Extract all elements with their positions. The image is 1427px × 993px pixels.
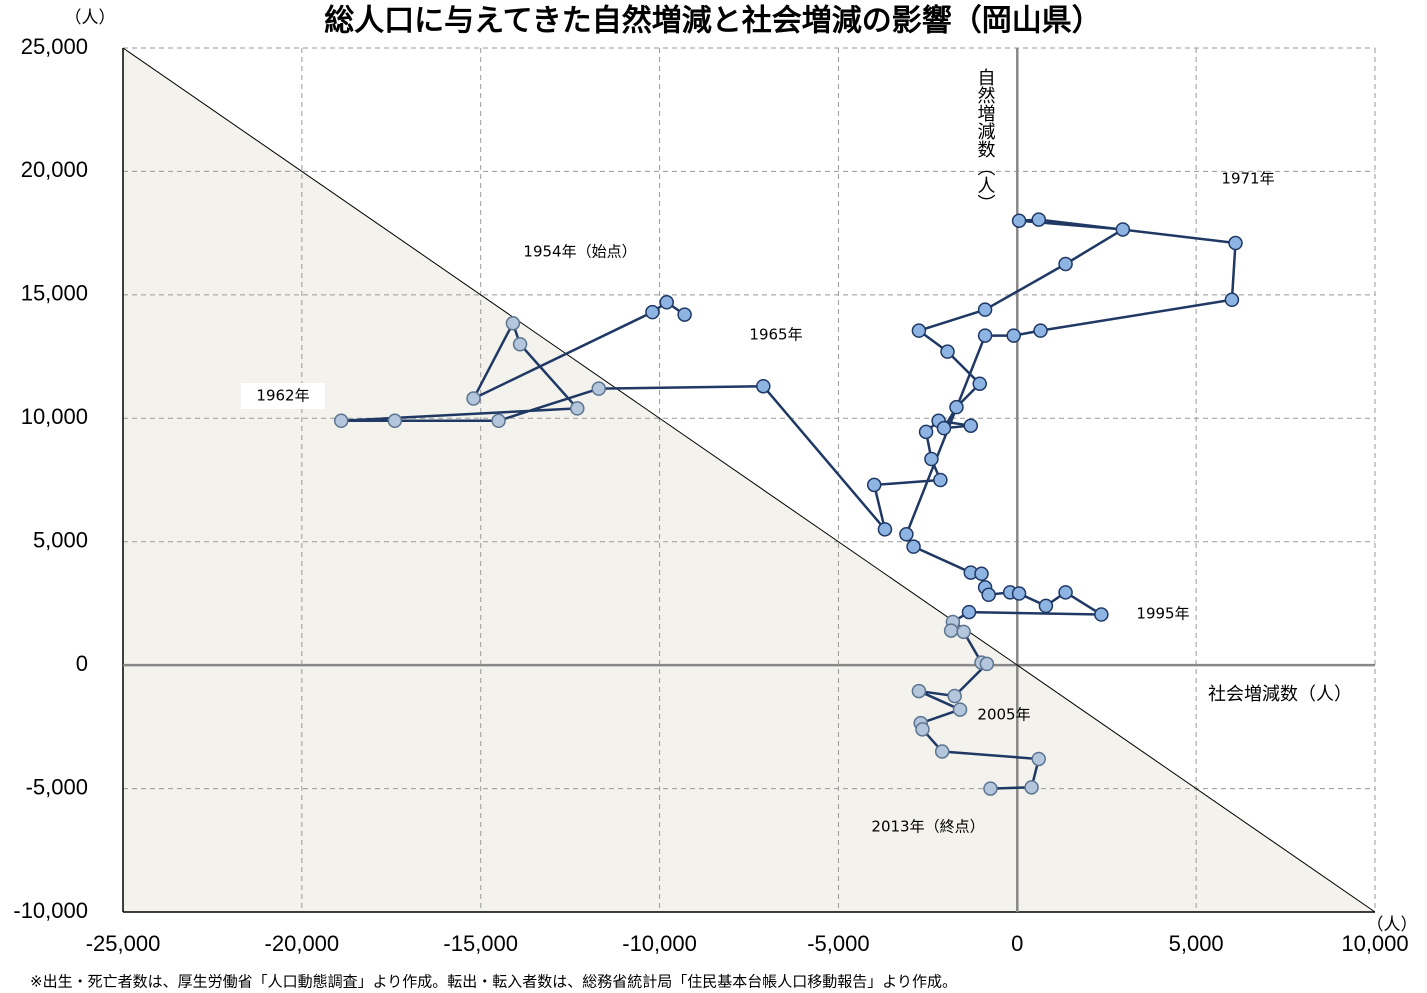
point [899, 527, 914, 542]
point [961, 604, 977, 620]
point [1033, 323, 1048, 338]
point [1038, 598, 1054, 614]
point [1011, 213, 1027, 229]
y-tick-label: 20,000 [21, 157, 88, 182]
annotation: 1995年 [1136, 605, 1189, 623]
point [756, 378, 771, 394]
x-tick-label: -25,000 [86, 931, 161, 956]
point [963, 418, 979, 433]
y-tick-label: 5,000 [33, 528, 88, 553]
point [1058, 585, 1073, 600]
point [570, 401, 585, 416]
x-tick-label: -20,000 [265, 931, 340, 956]
point [1031, 212, 1046, 227]
point [924, 451, 939, 467]
point [387, 413, 403, 429]
x-tick-label: 0 [1011, 931, 1023, 956]
point [1011, 586, 1027, 601]
point [911, 683, 927, 699]
point [591, 381, 607, 396]
y-tick-label: 0 [76, 651, 88, 676]
point [491, 413, 506, 429]
point [659, 295, 674, 310]
point [972, 376, 987, 391]
point [1006, 328, 1021, 343]
point [1024, 780, 1039, 795]
x-tick-label: 5,000 [1169, 931, 1224, 956]
x-unit: （人） [1367, 915, 1418, 935]
annotation: 1965年 [749, 326, 802, 344]
annotation: 2013年（終点） [871, 818, 984, 836]
point [934, 744, 950, 759]
x-tick-label: -5,000 [807, 931, 869, 956]
point [933, 472, 948, 488]
x-tick-label: -10,000 [622, 931, 697, 956]
point [1031, 751, 1046, 767]
point [1115, 222, 1131, 237]
point [677, 307, 692, 322]
point [915, 722, 930, 737]
annotation: 1954年（始点） [523, 243, 636, 261]
point [956, 624, 971, 640]
y-tick-label: -5,000 [26, 774, 88, 799]
annotation: 1962年 [256, 387, 309, 405]
point [911, 323, 927, 338]
point [645, 304, 660, 320]
point [1058, 256, 1073, 272]
point [977, 328, 993, 343]
point [977, 302, 993, 317]
annotation: 1971年 [1221, 170, 1274, 188]
point [512, 336, 528, 352]
point [505, 315, 521, 331]
zero-total-line [122, 47, 1376, 913]
point [877, 522, 893, 537]
y-tick-label: 10,000 [21, 404, 88, 429]
x-tick-label: -15,000 [443, 931, 518, 956]
point [949, 399, 964, 415]
footnote: ※出生・死亡者数は、厚生労働省「人口動態調査」より作成。転出・転入者数は、総務省… [30, 973, 957, 991]
y-tick-label: -10,000 [13, 898, 88, 923]
point [906, 539, 921, 554]
annotation: 2005年 [977, 706, 1030, 724]
point [1228, 235, 1243, 251]
chart-title: 総人口に与えてきた自然増減と社会増減の影響（岡山県） [324, 4, 1102, 39]
y-axis-title: 自然増減数（人） [975, 68, 996, 212]
annotation-box [241, 383, 325, 409]
point [974, 566, 989, 582]
point [943, 623, 959, 638]
point [466, 391, 481, 406]
point [952, 702, 968, 717]
point [1224, 292, 1240, 308]
y-tick-label: 15,000 [21, 281, 88, 306]
point [918, 424, 934, 440]
point [979, 656, 995, 672]
point [1094, 607, 1109, 622]
point [981, 587, 996, 603]
point [936, 420, 952, 436]
x-tick-label: 10,000 [1341, 931, 1408, 956]
x-axis-title: 社会増減数（人） [1208, 684, 1352, 705]
point [940, 344, 955, 359]
y-unit: （人） [65, 8, 116, 28]
point [333, 413, 349, 429]
point [866, 477, 882, 493]
point [983, 781, 998, 796]
point [947, 688, 962, 704]
y-tick-label: 25,000 [21, 34, 88, 59]
